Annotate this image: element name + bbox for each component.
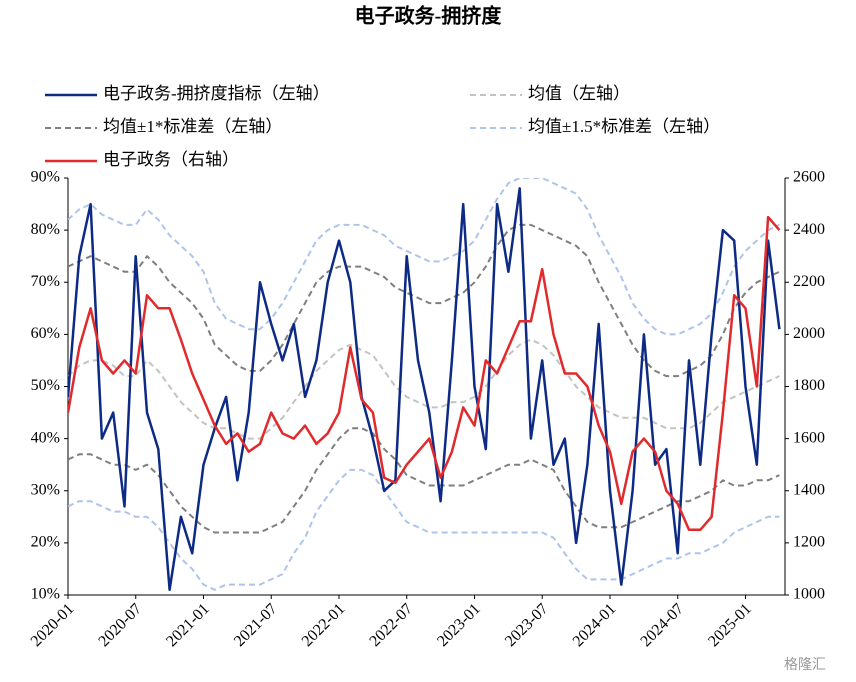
legend-label: 均值±1.5*标准差（左轴） [528,117,720,136]
y-tick-label: 70% [31,273,60,290]
x-tick-label: 2023-01 [434,600,484,650]
y2-tick-label: 2400 [793,221,825,238]
band-upper-line [68,223,780,378]
y-tick-label: 50% [31,377,60,394]
series-line [68,187,781,592]
x-tick-label: 2022-07 [366,600,416,650]
legend-label: 电子政务-拥挤度指标（左轴） [103,84,330,103]
band-upper-line [68,178,780,336]
y2-tick-label: 2200 [793,273,825,290]
x-tick-label: 2024-01 [570,600,620,650]
x-tick-label: 2020-01 [28,600,78,650]
x-tick-label: 2022-01 [299,600,349,650]
band-lower-line [68,468,780,591]
y-tick-label: 10% [31,586,60,603]
series-line [68,215,781,532]
x-tick-label: 2021-01 [163,600,213,650]
legend-label: 均值（左轴） [528,84,630,103]
y-tick-label: 30% [31,481,60,498]
y2-tick-label: 1200 [793,534,825,551]
y2-tick-label: 1000 [793,586,825,603]
legend-label: 电子政务（右轴） [103,150,239,169]
x-tick-label: 2024-07 [637,600,687,650]
y2-tick-label: 1600 [793,429,825,446]
y-tick-label: 80% [31,221,60,238]
watermark: 格隆汇 [784,657,826,673]
x-tick-label: 2023-07 [502,600,552,650]
y2-tick-label: 2600 [793,169,825,186]
y-tick-label: 90% [31,169,60,186]
y2-tick-label: 2000 [793,325,825,342]
chart-title: 电子政务-拥挤度 [355,4,503,28]
x-tick-label: 2021-07 [231,600,281,650]
y2-tick-label: 1400 [793,481,825,498]
y2-tick-label: 1800 [793,377,825,394]
band-lower-line [68,427,780,534]
x-tick-label: 2025-01 [705,600,755,650]
y-tick-label: 60% [31,325,60,342]
series-line [68,338,780,440]
plot-area [68,178,781,592]
y-tick-label: 20% [31,534,60,551]
y-tick-label: 40% [31,429,60,446]
x-tick-label: 2020-07 [95,600,145,650]
legend-label: 均值±1*标准差（左轴） [103,117,282,136]
